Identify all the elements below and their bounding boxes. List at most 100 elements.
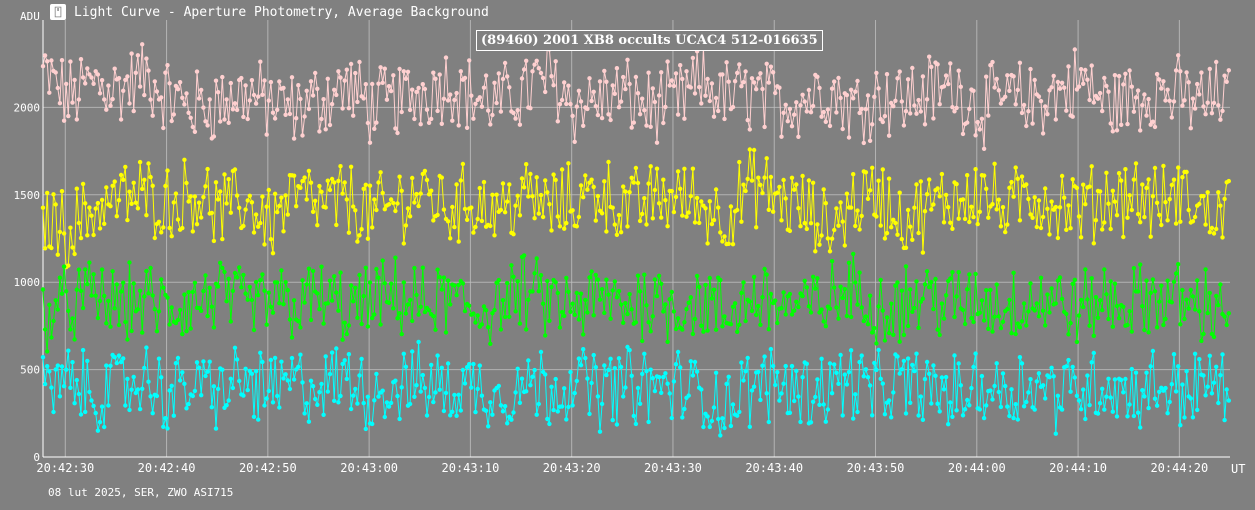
data-point [97,91,103,96]
data-point [1184,70,1189,75]
data-point [1159,222,1164,228]
data-point [61,384,67,389]
data-point [1180,175,1185,180]
data-point [589,98,594,104]
data-point [511,410,516,415]
data-point [1057,275,1063,280]
data-point [93,410,98,416]
data-point [76,97,82,102]
data-point [279,195,284,200]
data-point [962,216,968,222]
data-point [211,238,217,244]
data-point [1165,278,1170,283]
data-point [1110,188,1116,193]
data-point [874,214,879,219]
data-point [230,288,236,294]
data-point [1003,94,1008,100]
data-point [707,275,712,281]
data-point [912,305,917,311]
data-point [325,76,330,82]
data-point [376,275,381,280]
data-point [524,162,529,167]
data-point [673,362,679,367]
data-point [412,265,417,271]
data-point [498,403,504,408]
data-point [764,272,769,277]
data-point [646,419,651,425]
x-tick-label: 20:42:40 [138,461,196,475]
data-point [646,181,651,186]
data-point [659,390,664,395]
data-point [161,424,166,429]
data-point [589,380,594,386]
data-point [540,214,546,220]
data-point [234,357,240,362]
data-point [378,170,383,175]
data-point [458,408,463,413]
data-point [401,69,406,74]
data-point [587,411,592,417]
data-point [272,116,278,121]
data-point [89,75,94,80]
data-point [471,230,476,235]
data-point [732,79,738,84]
data-point [401,280,406,285]
data-point [167,225,172,231]
data-point [287,386,293,392]
data-point [863,107,869,112]
data-point [574,224,579,229]
data-point [135,53,141,58]
data-point [806,178,812,183]
data-point [1028,281,1033,286]
window-title-bar: ⍞ Light Curve - Aperture Photometry, Ave… [50,3,489,21]
data-point [450,118,455,123]
data-point [946,422,951,427]
data-point [232,270,238,276]
data-point [454,90,459,96]
data-point [787,291,793,297]
data-point [74,186,80,191]
data-point [40,355,46,360]
data-point [969,315,974,321]
light-curve-app-icon[interactable]: ⍞ [50,4,66,20]
data-point [148,97,153,102]
data-point [1163,385,1168,391]
data-point [889,301,894,306]
data-point [355,99,360,105]
data-point [144,56,149,61]
data-point [572,390,577,396]
data-point [342,180,347,185]
data-point [690,373,696,378]
data-point [602,68,607,74]
data-point [844,382,850,387]
data-point [988,388,993,393]
data-point [437,387,442,392]
data-point [1047,375,1052,380]
data-point [218,260,223,265]
data-point [228,80,233,86]
data-point [505,199,510,204]
data-point [680,415,685,420]
data-point [766,419,771,425]
data-point [1224,387,1229,392]
data-point [348,61,354,67]
data-point [1226,398,1232,403]
data-point [981,415,987,421]
data-point [557,325,563,330]
data-point [445,361,451,366]
data-point [323,127,328,132]
data-point [1157,389,1162,394]
data-point [612,279,617,284]
data-point [47,90,52,95]
data-point [357,59,362,65]
data-point [876,86,881,91]
data-point [89,213,94,218]
data-point [682,116,687,121]
data-point [773,382,778,388]
data-point [1123,376,1128,382]
data-point [118,289,124,294]
data-point [97,419,103,425]
data-point [502,314,508,320]
data-point [403,364,409,369]
